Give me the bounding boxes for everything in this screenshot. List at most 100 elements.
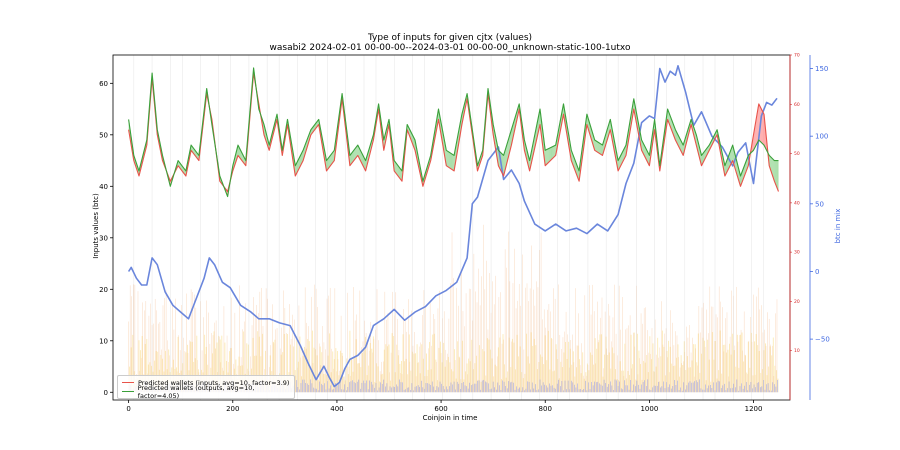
difference-fill-segment [666,116,668,127]
difference-fill-segment [420,170,422,177]
difference-fill-segment [698,145,700,156]
difference-fill-segment [143,152,145,158]
difference-fill-segment [762,113,764,145]
legend-label-outputs: Predicted wallets (outputs, avg=10, fact… [137,383,255,400]
difference-fill-segment [770,156,772,171]
difference-fill-segment [237,146,240,157]
difference-fill-segment [454,149,456,165]
difference-fill-segment [385,129,387,138]
difference-fill-segment [548,148,550,163]
difference-fill-segment [267,138,269,146]
difference-fill-segment [597,142,599,153]
legend-swatch-outputs [122,391,134,392]
difference-fill-segment [145,144,147,150]
difference-fill-segment [436,115,438,125]
difference-fill-segment [242,154,244,162]
difference-fill-segment [274,122,276,128]
difference-fill-segment [722,156,724,166]
difference-fill-segment [590,126,592,137]
difference-fill-segment [310,128,312,135]
difference-fill-segment [710,140,712,147]
difference-fill-segment [357,146,359,157]
difference-fill-segment [449,152,451,169]
difference-fill-segment [603,139,605,151]
difference-fill-segment [351,152,353,163]
series-line-btc-in-mix [127,65,778,388]
difference-fill-segment [398,166,400,178]
difference-fill-segment [777,160,779,191]
difference-fill-segment [414,138,416,149]
difference-fill-segment [511,126,513,141]
difference-fill-segment [408,128,410,136]
difference-fill-segment [234,155,236,164]
difference-fill-segment [712,136,714,143]
difference-fill-segment [594,139,596,151]
y-tick-label: 0 [104,389,108,397]
difference-fill-segment [541,121,543,137]
difference-fill-segment [607,126,609,137]
difference-fill-segment [688,124,691,131]
difference-fill-segment [652,130,654,141]
difference-fill-segment [704,150,706,159]
difference-fill-segment [740,176,742,187]
difference-fill-segment [621,153,623,164]
difference-fill-segment [239,148,241,158]
difference-fill-segment [551,146,553,160]
difference-fill-segment [549,147,551,162]
difference-fill-segment [443,136,445,151]
difference-fill-segment [480,154,482,161]
difference-fill-segment [619,157,621,168]
difference-fill-segment [410,132,412,141]
difference-fill-segment [553,145,555,157]
difference-fill-segment [724,165,726,177]
difference-fill-segment [220,178,222,183]
difference-fill-segment [736,163,738,177]
difference-fill-segment [448,151,450,168]
difference-fill-segment [545,150,547,166]
difference-fill-segment [195,151,197,157]
difference-fill-segment [419,164,421,172]
difference-fill-segment [295,164,297,175]
difference-fill-segment [133,156,135,163]
difference-fill-segment [296,162,298,173]
difference-fill-segment [678,136,680,148]
difference-fill-segment [386,125,388,133]
difference-fill-segment [534,132,536,146]
legend: Predicted wallets (inputs, avg=10, facto… [117,375,295,400]
difference-fill-segment [361,154,363,165]
difference-fill-segment [136,166,138,172]
difference-fill-segment [466,95,468,102]
difference-fill-segment [460,116,462,128]
difference-fill-segment [571,151,573,162]
difference-fill-segment [620,155,622,166]
difference-fill-segment [557,131,559,142]
right-y-axis-label: btc in mix [834,208,842,244]
difference-fill-segment [647,152,649,163]
difference-fill-segment [179,163,181,169]
chart-subtitle: wasabi2 2024-02-01 00-00-00--2024-03-01 … [269,43,631,53]
series-lines [127,65,780,388]
difference-fill-segment [626,138,628,150]
difference-fill-segment [720,146,722,155]
difference-fill-segment [608,122,610,134]
difference-fill-segment [183,168,185,174]
difference-fill-segment [273,126,275,132]
difference-fill-segment [713,134,716,140]
difference-fill-segment [691,120,693,127]
difference-fill-segment [265,130,267,140]
difference-fill-segment [477,164,479,170]
difference-fill-segment [358,148,360,159]
difference-fill-segment [544,146,546,162]
difference-fill-segment [306,139,308,147]
difference-fill-segment [269,143,271,149]
difference-fill-segment [304,144,306,154]
difference-fill-segment [706,147,708,155]
difference-fill-segment [681,143,683,154]
difference-fill-segment [598,142,600,154]
difference-fill-segment [651,137,653,148]
difference-fill-segment [312,126,315,132]
difference-fill-segment [509,133,511,150]
difference-fill-segment [648,154,650,165]
difference-fill-segment [137,169,140,175]
difference-fill-segment [738,171,741,183]
